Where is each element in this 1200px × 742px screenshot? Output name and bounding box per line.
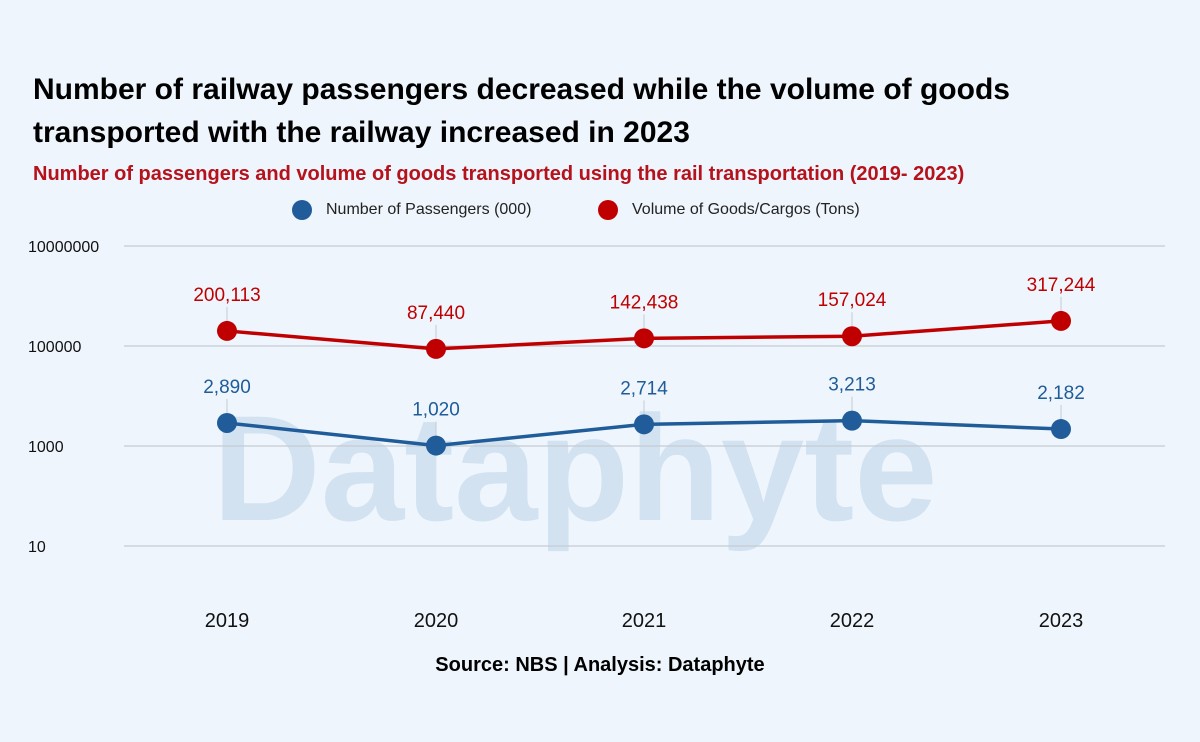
x-tick-label: 2020 xyxy=(414,610,459,632)
x-axis: 2019 2020 2021 2022 2023 xyxy=(205,610,1084,632)
source-note: Source: NBS | Analysis: Dataphyte xyxy=(435,654,765,676)
y-tick-label: 10000000 xyxy=(28,239,99,256)
data-point xyxy=(426,338,446,359)
data-point xyxy=(842,326,862,347)
data-point xyxy=(842,410,862,431)
data-label: 3,213 xyxy=(828,375,876,396)
data-label: 87,440 xyxy=(407,303,465,324)
x-tick-label: 2019 xyxy=(205,610,250,632)
legend-marker-goods xyxy=(598,200,618,220)
y-tick-label: 100000 xyxy=(28,339,81,356)
data-point xyxy=(217,320,237,341)
legend-item-goods: Volume of Goods/Cargos (Tons) xyxy=(598,200,860,220)
data-labels: 2,890 1,020 2,714 3,213 2,182 200,113 87,440 14… xyxy=(193,275,1095,421)
data-point xyxy=(1051,310,1071,331)
data-label: 1,020 xyxy=(412,400,460,421)
legend-marker-passengers xyxy=(292,200,312,220)
data-point xyxy=(634,414,654,435)
y-tick-label: 1000 xyxy=(28,439,64,456)
data-label: 317,244 xyxy=(1027,275,1096,296)
chart-subtitle: Number of passengers and volume of goods… xyxy=(33,163,965,185)
y-tick-label: 10 xyxy=(28,539,46,556)
data-label: 2,890 xyxy=(203,377,251,398)
x-tick-label: 2022 xyxy=(830,610,875,632)
data-label: 200,113 xyxy=(193,285,260,306)
x-tick-label: 2021 xyxy=(622,610,667,632)
y-axis: 10000000 100000 1000 10 xyxy=(28,239,99,556)
data-point xyxy=(426,435,446,456)
x-tick-label: 2023 xyxy=(1039,610,1084,632)
data-point xyxy=(217,412,237,433)
grid xyxy=(124,245,1165,547)
legend: Number of Passengers (000) Volume of Goo… xyxy=(0,200,1200,226)
watermark: Dataphyte xyxy=(212,384,937,552)
chart-title: Number of railway passengers decreased w… xyxy=(33,73,1010,149)
legend-item-passengers: Number of Passengers (000) xyxy=(292,200,531,220)
data-point xyxy=(1051,419,1071,440)
series-points xyxy=(217,310,1071,456)
data-label: 2,182 xyxy=(1037,383,1085,404)
data-point xyxy=(634,328,654,349)
legend-label-passengers: Number of Passengers (000) xyxy=(326,201,532,218)
legend-label-goods: Volume of Goods/Cargos (Tons) xyxy=(632,201,860,218)
data-label: 2,714 xyxy=(620,378,668,399)
data-label: 142,438 xyxy=(610,292,679,313)
data-label: 157,024 xyxy=(818,290,887,311)
